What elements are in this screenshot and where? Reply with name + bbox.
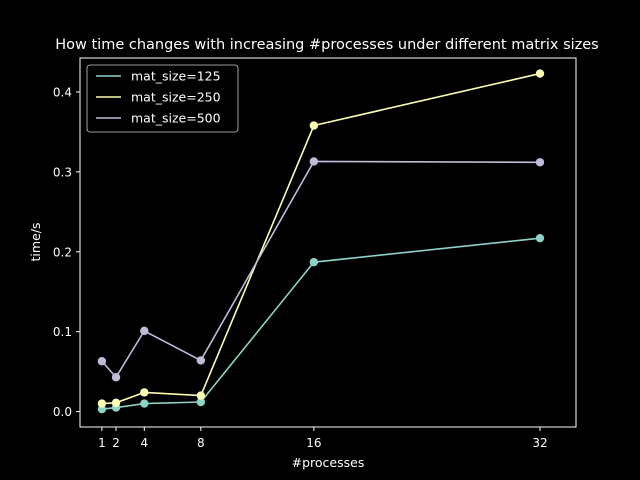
data-point xyxy=(140,326,149,336)
data-point xyxy=(111,398,121,407)
data-point xyxy=(196,391,206,400)
x-tick-label: 16 xyxy=(306,436,321,450)
legend-label: mat_size=500 xyxy=(131,111,221,126)
series-2 xyxy=(97,69,545,408)
data-point xyxy=(535,233,545,243)
legend: mat_size=125 mat_size=250 mat_size=500 xyxy=(86,64,239,133)
data-point xyxy=(140,399,149,408)
series-1 xyxy=(97,233,545,414)
chart-title: How time changes with increasing #proces… xyxy=(55,37,599,53)
series-layer xyxy=(97,69,545,414)
axes-layer: 1 2 4 8 16 32 0.0 0.1 0.2 0.3 0.4 xyxy=(53,85,548,450)
data-point xyxy=(535,158,545,167)
series-3 xyxy=(97,157,545,382)
y-tick-label: 0.4 xyxy=(53,85,72,99)
plot-frame xyxy=(79,57,577,428)
x-tick-label: 2 xyxy=(112,436,120,450)
data-point xyxy=(535,69,545,78)
x-axis-label: #processes xyxy=(292,455,365,470)
y-tick-label: 0.3 xyxy=(53,165,72,179)
data-point xyxy=(196,397,206,407)
legend-box xyxy=(86,64,239,133)
y-tick-label: 0.1 xyxy=(53,325,72,339)
data-point xyxy=(309,121,319,130)
legend-label: mat_size=250 xyxy=(131,90,221,105)
data-point xyxy=(97,399,107,408)
data-point xyxy=(97,357,107,366)
y-tick-label: 0.2 xyxy=(53,245,72,259)
series-line xyxy=(101,237,541,410)
legend-label: mat_size=125 xyxy=(131,69,221,84)
data-point xyxy=(196,356,206,365)
data-point xyxy=(140,388,149,397)
x-tick-label: 1 xyxy=(98,436,106,450)
x-tick-label: 4 xyxy=(140,436,148,450)
y-tick-label: 0.0 xyxy=(53,405,72,419)
data-point xyxy=(309,157,319,166)
series-line xyxy=(101,160,540,379)
x-tick-label: 32 xyxy=(532,436,547,450)
data-point xyxy=(309,257,319,267)
data-point xyxy=(111,373,121,382)
y-axis-label: time/s xyxy=(28,223,43,262)
x-tick-label: 8 xyxy=(197,436,205,450)
